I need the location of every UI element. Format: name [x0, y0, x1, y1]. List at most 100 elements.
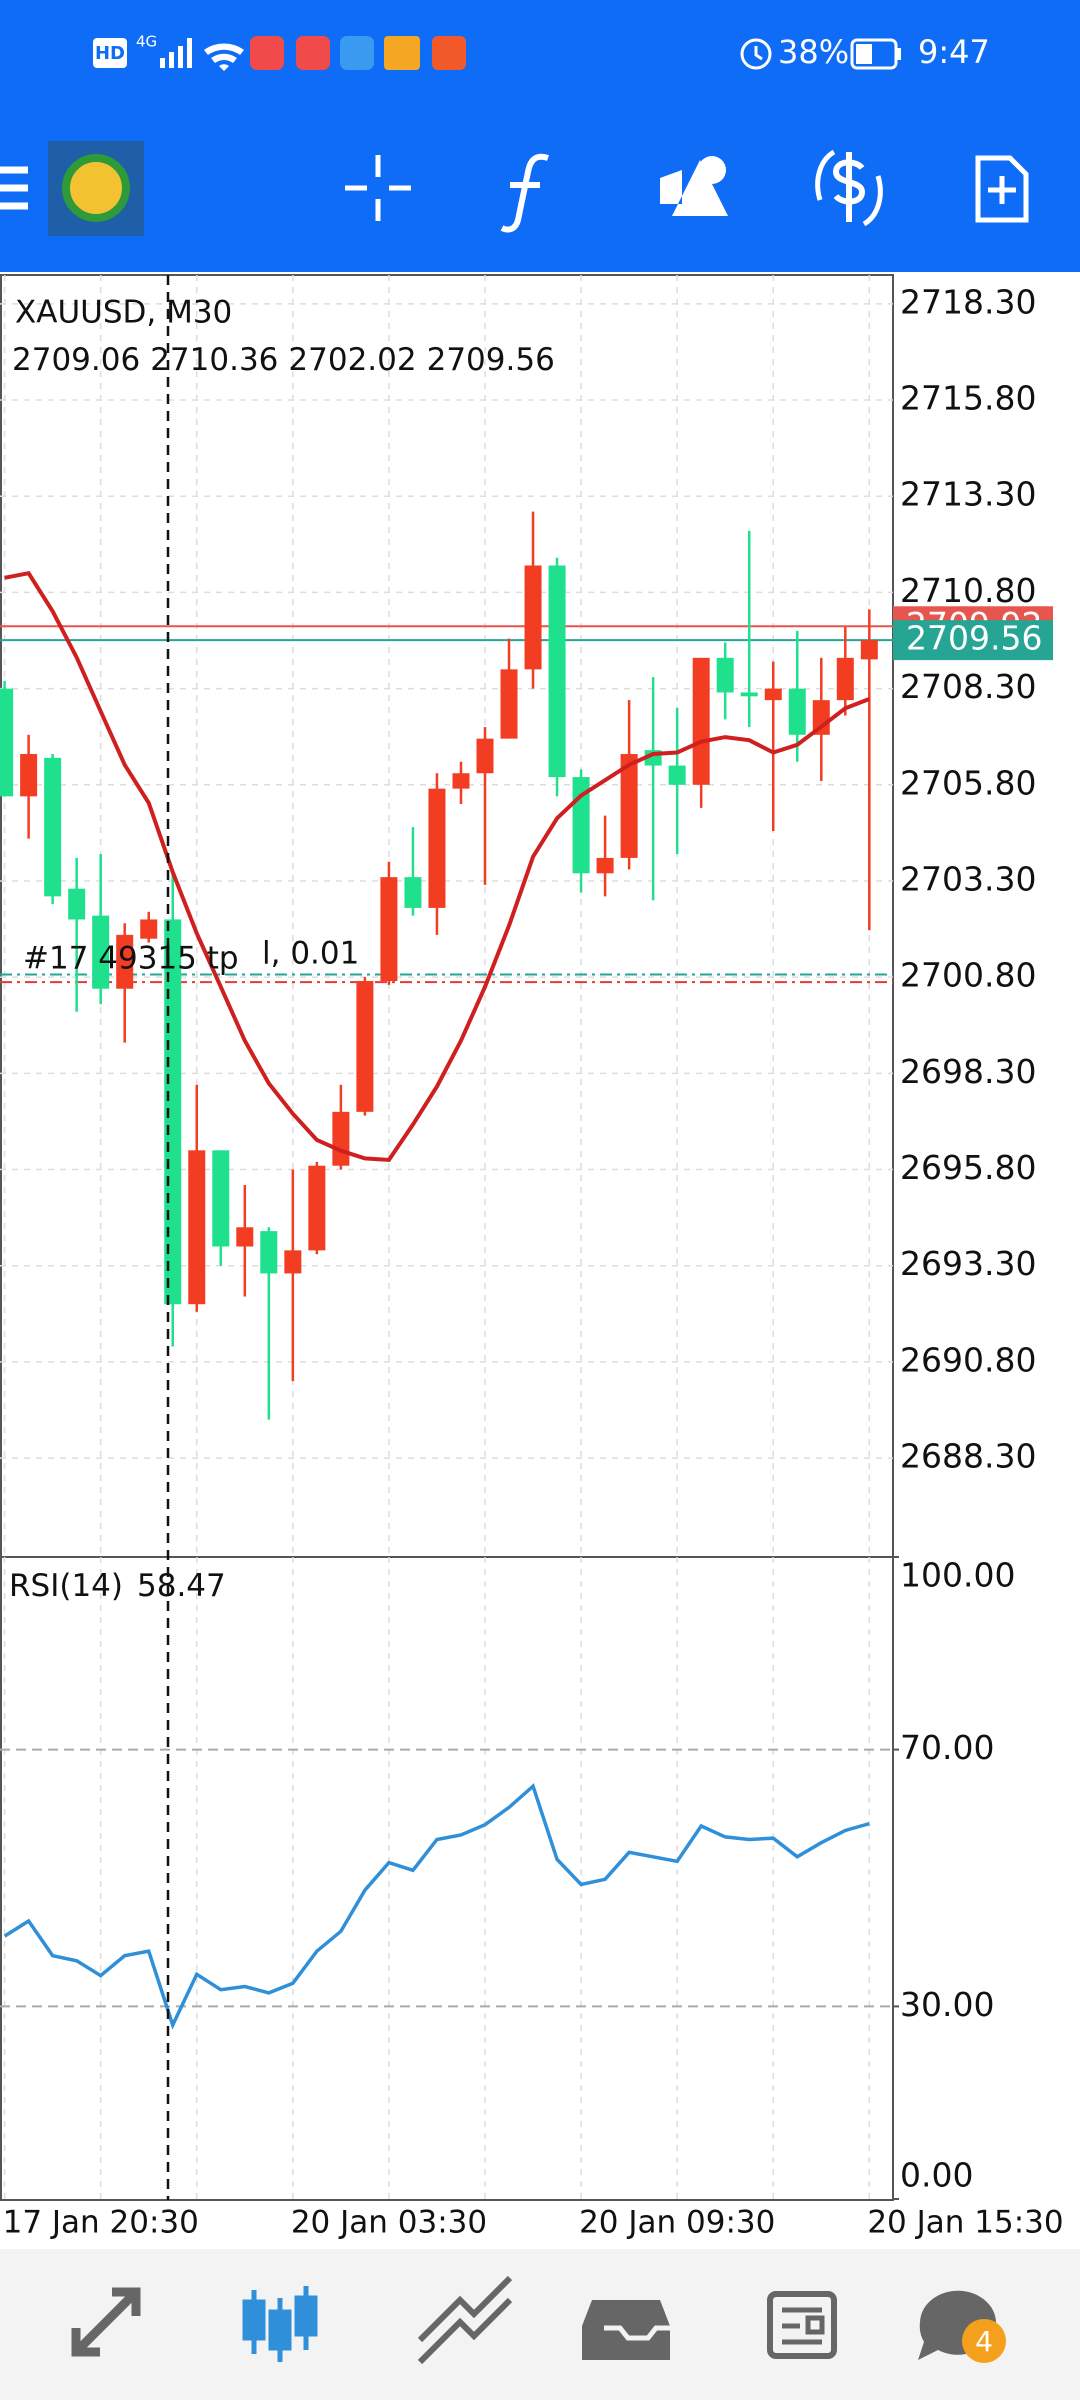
- y-tick-label: 2713.30: [900, 475, 1036, 514]
- crosshair-button[interactable]: [345, 155, 411, 221]
- candle-body: [812, 700, 830, 735]
- candle-body: [212, 1150, 230, 1247]
- trade-button[interactable]: [832, 152, 866, 222]
- candle-body: [332, 1111, 350, 1166]
- y-tick-label: 2700.80: [900, 956, 1036, 995]
- trade-tab[interactable]: [417, 2275, 513, 2365]
- candle-body: [356, 981, 374, 1112]
- candle-body: [476, 738, 494, 774]
- y-tick-label: 0.00: [900, 2156, 973, 2195]
- news-lines: [782, 2307, 825, 2345]
- axes: 2718.30 2715.80 2713.30 2710.80 2708.30 2705.…: [3, 282, 1064, 2240]
- y-tick-label: 30.00: [900, 1985, 994, 2024]
- candle-body: [380, 877, 398, 982]
- candle-body: [0, 688, 14, 797]
- candle-body: [692, 657, 710, 785]
- x-tick-label: 20 Jan 15:30: [867, 2205, 1063, 2241]
- candle-body: [260, 1231, 278, 1274]
- news-tab[interactable]: [767, 2291, 837, 2359]
- candle-body: [308, 1165, 326, 1251]
- chart-tab[interactable]: [242, 2286, 318, 2362]
- new-order-button[interactable]: [975, 155, 1029, 223]
- low: 2702.02: [288, 342, 416, 378]
- trade-arrows: [815, 149, 883, 227]
- candle-body: [92, 915, 110, 989]
- app-icon: [250, 36, 284, 70]
- candle-body: [620, 754, 638, 858]
- candle-body: [20, 754, 38, 797]
- hd-badge: [93, 38, 127, 68]
- y-tick-label: 2705.80: [900, 763, 1036, 802]
- battery-level: [856, 44, 872, 64]
- candle-body: [68, 888, 86, 920]
- clock: 9:47: [918, 33, 990, 71]
- menu-button[interactable]: [0, 166, 28, 210]
- ohlc-readout: 2709.06 2710.36 2702.02 2709.56: [12, 342, 555, 378]
- candle-body: [284, 1250, 302, 1274]
- y-tick-label: 2698.30: [900, 1052, 1036, 1091]
- indicators-button[interactable]: [500, 153, 549, 233]
- candle-body: [140, 919, 158, 939]
- rsi-title: RSI(14) 58.47: [9, 1568, 226, 1604]
- candle-body: [740, 692, 758, 697]
- order-label: #17 49315 tp: [23, 941, 239, 977]
- x-tick-label: 20 Jan 09:30: [579, 2205, 775, 2241]
- app-icon: [432, 36, 466, 70]
- bid-label-box: [893, 620, 1053, 661]
- toolbar: [0, 141, 1029, 236]
- objects-circle: [698, 156, 726, 184]
- candle-body: [860, 640, 878, 660]
- battery-tip: [897, 48, 901, 60]
- objects-button[interactable]: [660, 160, 728, 216]
- close: 2709.56: [427, 342, 555, 378]
- y-tick-label: 2703.30: [900, 859, 1036, 898]
- status-bar: HD 4G 38% 9:47: [93, 33, 990, 71]
- signal-icon: [160, 38, 192, 68]
- candle-body: [452, 773, 470, 789]
- candle-body: [500, 669, 518, 739]
- open: 2709.06: [12, 342, 140, 378]
- battery-percent: 38%: [778, 33, 849, 71]
- app-icon: [384, 36, 420, 70]
- bid-label: 2709.56: [906, 619, 1042, 658]
- y-tick-label: 2695.80: [900, 1148, 1036, 1187]
- chart-title: XAUUSD, M30: [15, 295, 232, 331]
- candle-body: [548, 565, 566, 778]
- chat-badge-count: 4: [975, 2325, 993, 2358]
- network: 4G: [136, 33, 157, 51]
- new-order-plus: [988, 176, 1016, 204]
- rsi-panel: [0, 1556, 894, 2201]
- hd: HD: [95, 43, 125, 64]
- y-tick-label: 2708.30: [900, 667, 1036, 706]
- y-tick-label: 70.00: [900, 1728, 994, 1767]
- candle-body: [716, 657, 734, 693]
- quotes-tab[interactable]: [71, 2287, 141, 2357]
- y-tick-label: 2693.30: [900, 1244, 1036, 1283]
- order-label-lots: l, 0.01: [262, 936, 359, 972]
- logo-mark: [62, 154, 130, 222]
- y-tick-label: 100.00: [900, 1556, 1015, 1595]
- x-tick-label: 20 Jan 03:30: [291, 2205, 487, 2241]
- rsi-plot: [0, 1557, 893, 2200]
- bottom-nav-icons: 4: [71, 2275, 1006, 2365]
- alarm-hand: [754, 46, 763, 61]
- app-bar: [0, 0, 1080, 272]
- history-tab[interactable]: [582, 2300, 670, 2360]
- candle-body: [596, 857, 614, 874]
- high: 2710.36: [150, 342, 278, 378]
- moving-average: [4, 570, 871, 1162]
- rsi-line: [3, 1783, 870, 2030]
- candle-body: [404, 877, 422, 908]
- wifi-icon: [204, 43, 244, 71]
- bottom-nav: [0, 2249, 1080, 2400]
- x-tick-label: 17 Jan 20:30: [3, 2205, 199, 2241]
- candle-body: [188, 1150, 206, 1305]
- candle-body: [788, 688, 806, 735]
- candle-body: [44, 757, 62, 897]
- y-tick-label: 2690.80: [900, 1340, 1036, 1379]
- app-icon: [340, 36, 374, 70]
- price-panel: [0, 274, 894, 1558]
- candle-body: [764, 688, 782, 701]
